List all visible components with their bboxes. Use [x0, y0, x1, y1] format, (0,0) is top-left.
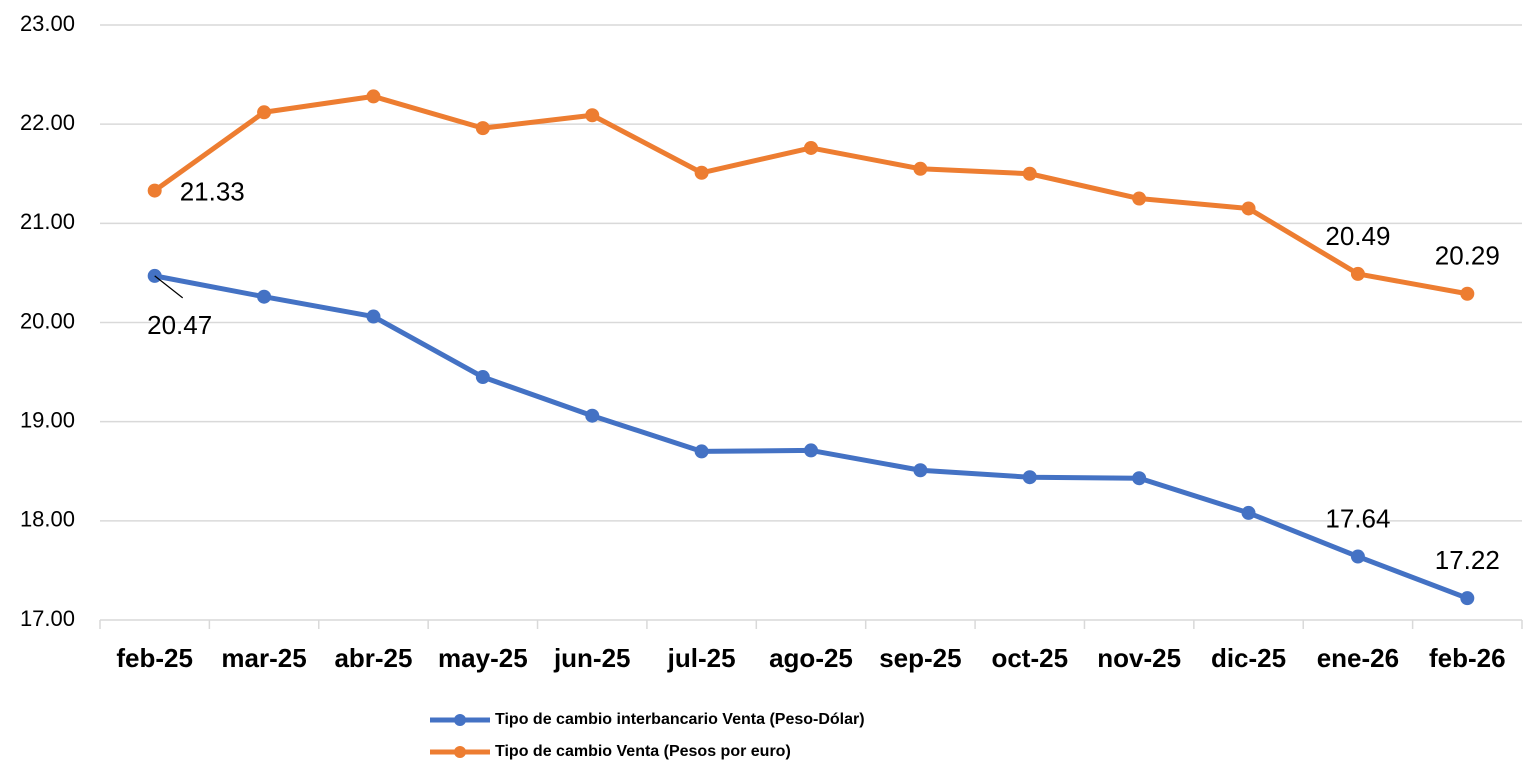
y-tick-label: 19.00 — [20, 407, 75, 432]
point — [804, 443, 818, 458]
point — [1132, 191, 1147, 206]
y-tick-label: 18.00 — [20, 507, 75, 532]
point — [913, 161, 928, 176]
legend-label: Tipo de cambio interbancario Venta (Peso… — [495, 711, 865, 728]
point — [913, 463, 928, 478]
point — [585, 408, 600, 423]
data-label: 20.49 — [1325, 221, 1390, 251]
point — [147, 183, 162, 198]
point — [1460, 591, 1475, 606]
point — [1241, 505, 1256, 520]
point — [1350, 266, 1365, 281]
x-tick-label: feb-25 — [116, 643, 193, 673]
point — [585, 108, 600, 123]
point — [694, 165, 709, 180]
data-label: 21.33 — [180, 176, 245, 206]
data-label: 17.22 — [1435, 545, 1500, 575]
point — [1022, 470, 1037, 485]
point — [1350, 549, 1365, 564]
point — [257, 289, 272, 304]
x-tick-label: jul-25 — [667, 643, 736, 673]
x-tick-label: ene-26 — [1317, 643, 1399, 673]
data-label: 20.29 — [1435, 241, 1500, 271]
point — [475, 370, 490, 385]
point — [366, 309, 381, 324]
x-tick-label: feb-26 — [1429, 643, 1506, 673]
series-line — [153, 93, 1468, 297]
point — [1460, 286, 1475, 301]
x-tick-label: ago-25 — [769, 643, 853, 673]
x-tick-label: oct-25 — [991, 643, 1068, 673]
point — [475, 121, 490, 136]
y-tick-label: 20.00 — [20, 308, 75, 333]
y-tick-label: 23.00 — [20, 11, 75, 36]
x-tick-label: abr-25 — [334, 643, 412, 673]
legend-label: Tipo de cambio Venta (Pesos por euro) — [495, 743, 791, 760]
point — [257, 105, 272, 120]
x-tick-label: sep-25 — [879, 643, 961, 673]
series-line — [154, 273, 1469, 601]
x-tick-label: mar-25 — [221, 643, 306, 673]
x-tick-label: may-25 — [438, 643, 528, 673]
data-label: 17.64 — [1325, 503, 1390, 533]
y-tick-label: 17.00 — [20, 606, 75, 631]
y-tick-label: 22.00 — [20, 110, 75, 135]
point — [366, 89, 381, 104]
x-tick-label: jun-25 — [553, 643, 631, 673]
leader-line — [154, 275, 184, 299]
y-tick-label: 21.00 — [20, 209, 75, 234]
point — [1241, 201, 1256, 216]
point — [804, 140, 818, 155]
x-tick-label: nov-25 — [1097, 643, 1181, 673]
data-label: 20.47 — [147, 310, 212, 340]
x-tick-label: dic-25 — [1211, 643, 1286, 673]
point — [694, 444, 709, 459]
legend-marker — [454, 714, 466, 726]
legend-marker — [454, 746, 466, 758]
point — [1132, 471, 1147, 486]
point — [1022, 166, 1037, 181]
